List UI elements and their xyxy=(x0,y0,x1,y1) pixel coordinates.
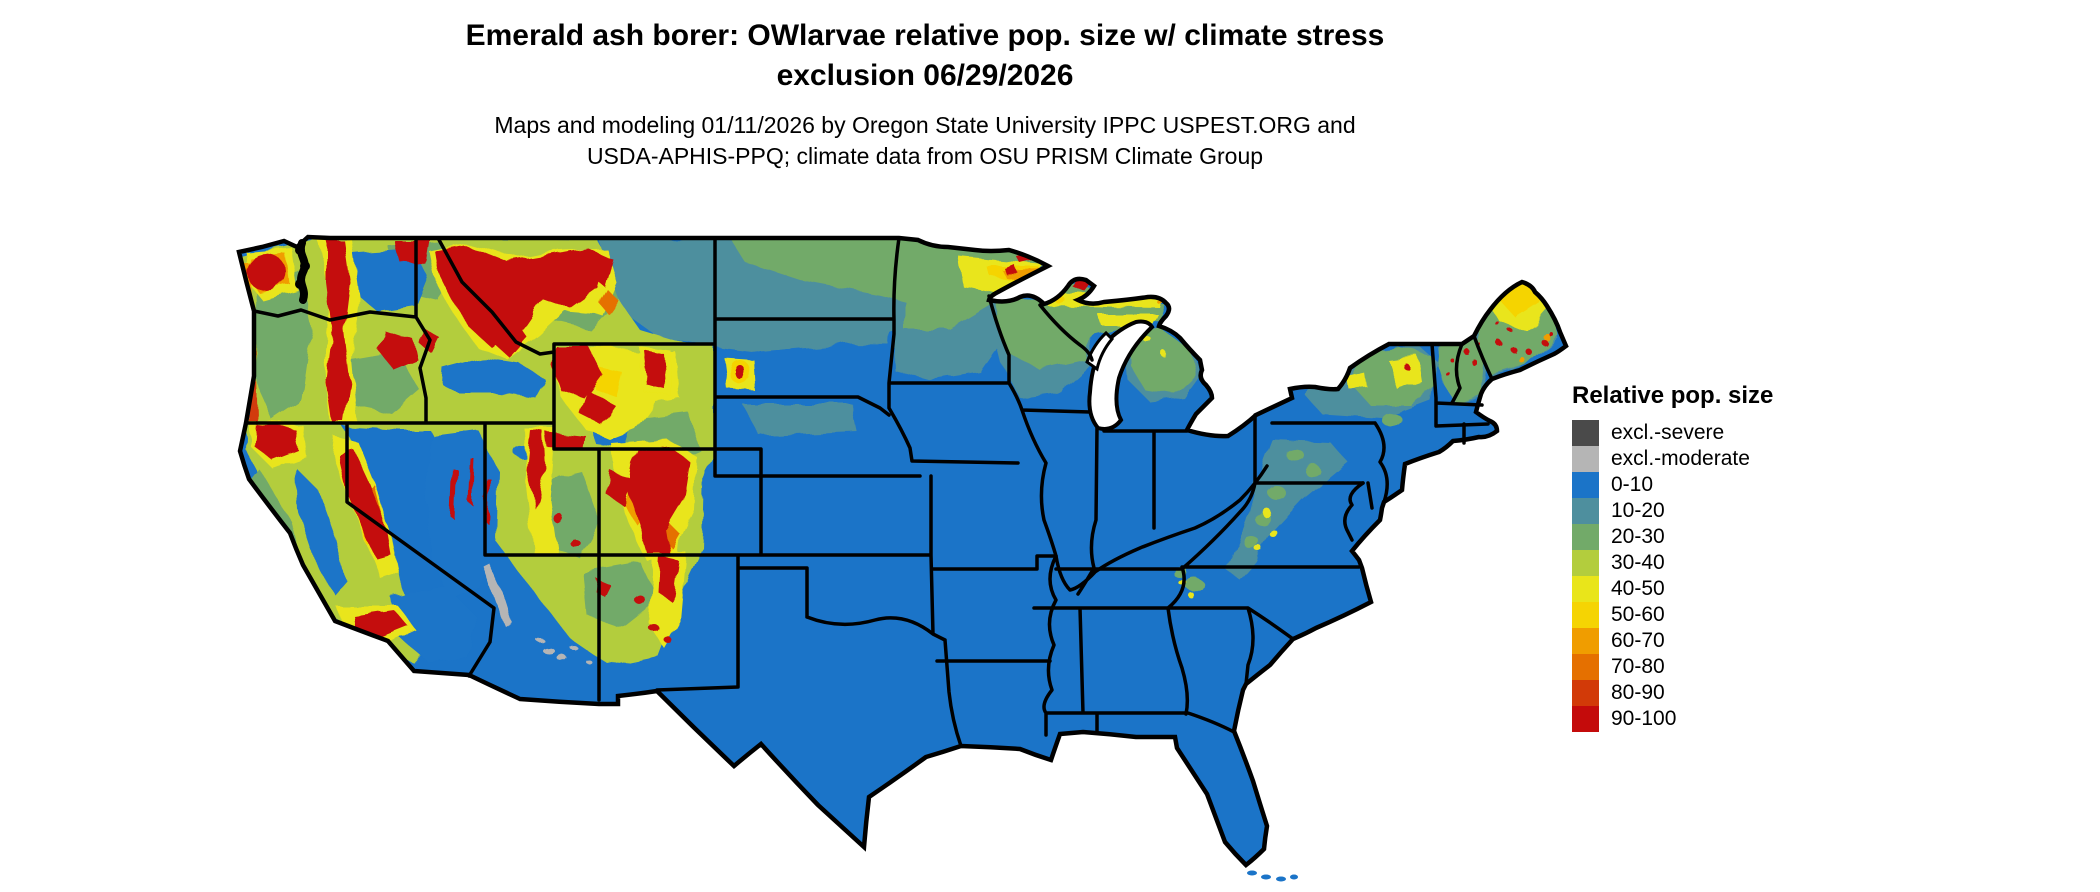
legend-title: Relative pop. size xyxy=(1572,382,1774,409)
legend-swatch xyxy=(1572,524,1599,550)
legend-swatch xyxy=(1572,498,1599,524)
map-subtitle-line1: Maps and modeling 01/11/2026 by Oregon S… xyxy=(494,112,1356,138)
map-subtitle: Maps and modeling 01/11/2026 by Oregon S… xyxy=(0,110,1850,172)
map-title-line1: Emerald ash borer: OWlarvae relative pop… xyxy=(465,19,1385,52)
legend-label: 30-40 xyxy=(1611,551,1665,574)
legend-item: 20-30 xyxy=(1572,524,1892,550)
state-borders xyxy=(244,236,1494,748)
legend-item: 10-20 xyxy=(1572,498,1892,524)
legend-label: 60-70 xyxy=(1611,629,1665,652)
legend-swatch xyxy=(1572,680,1599,706)
legend-label: 0-10 xyxy=(1611,473,1654,496)
terrain-excl-moderate xyxy=(482,562,591,663)
legend-swatch xyxy=(1572,654,1599,680)
legend-label: 90-100 xyxy=(1611,707,1677,730)
legend-item: 0-10 xyxy=(1572,472,1892,498)
legend-item: 50-60 xyxy=(1572,602,1892,628)
legend-item: 90-100 xyxy=(1572,706,1892,732)
legend-item: 70-80 xyxy=(1572,654,1892,680)
legend-label: 80-90 xyxy=(1611,681,1665,704)
legend-swatch xyxy=(1572,706,1599,732)
legend-swatch xyxy=(1572,628,1599,654)
legend-swatch xyxy=(1572,446,1599,472)
terrain-90-100 xyxy=(246,240,1553,643)
legend-swatch xyxy=(1572,576,1599,602)
legend-rows: excl.-severe excl.-moderate 0-10 10-20 20-30… xyxy=(1572,420,1892,732)
legend-label: 70-80 xyxy=(1611,655,1665,678)
legend-item: 80-90 xyxy=(1572,680,1892,706)
legend-swatch xyxy=(1572,550,1599,576)
florida-keys xyxy=(1247,870,1298,882)
legend-label: 50-60 xyxy=(1611,603,1665,626)
map-subtitle-line2: USDA-APHIS-PPQ; climate data from OSU PR… xyxy=(586,143,1264,169)
map-legend: Relative pop. size excl.-severe excl.-mod… xyxy=(1572,382,1892,732)
figure-header: Emerald ash borer: OWlarvae relative pop… xyxy=(0,16,1850,172)
legend-item: 40-50 xyxy=(1572,576,1892,602)
legend-label: excl.-moderate xyxy=(1611,447,1750,470)
legend-swatch xyxy=(1572,472,1599,498)
legend-item: excl.-moderate xyxy=(1572,446,1892,472)
legend-item: excl.-severe xyxy=(1572,420,1892,446)
legend-label: 40-50 xyxy=(1611,577,1665,600)
legend-label: 10-20 xyxy=(1611,499,1665,522)
terrain-raster xyxy=(240,238,1558,666)
legend-label: 20-30 xyxy=(1611,525,1665,548)
legend-item: 30-40 xyxy=(1572,550,1892,576)
legend-label: excl.-severe xyxy=(1611,421,1725,444)
legend-swatch xyxy=(1572,602,1599,628)
legend-item: 60-70 xyxy=(1572,628,1892,654)
terrain-basins xyxy=(296,250,640,662)
legend-swatch xyxy=(1572,420,1599,446)
map-title-line2: exclusion 06/29/2026 xyxy=(776,59,1074,92)
